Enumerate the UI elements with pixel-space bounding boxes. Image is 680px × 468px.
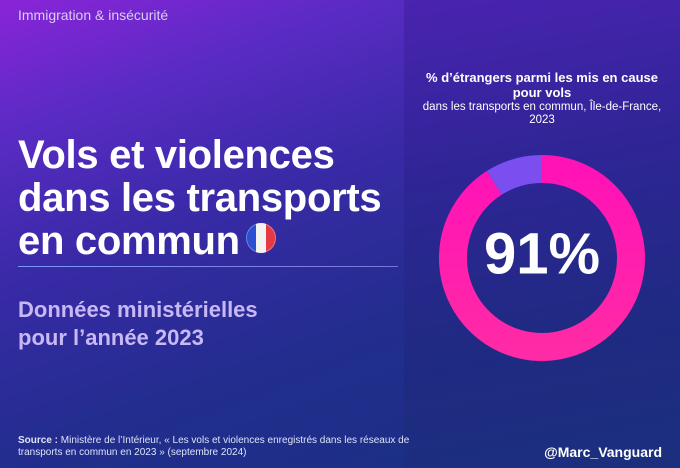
subtitle-line-2: pour l’année 2023 — [18, 325, 204, 350]
france-flag-icon — [245, 223, 276, 254]
subtitle-line-1: Données ministérielles — [18, 297, 258, 322]
subtitle: Données ministérielles pour l’année 2023 — [18, 296, 388, 352]
title-line-3: en commun — [18, 220, 398, 263]
chart-title: % d’étrangers parmi les mis en cause pou… — [426, 70, 658, 100]
title-line-2: dans les transports — [18, 176, 382, 220]
title-line-1: Vols et violences — [18, 133, 335, 177]
source-note: Source : Ministère de l’Intérieur, « Les… — [18, 435, 418, 459]
topic-label: Immigration & insécurité — [18, 7, 169, 23]
title-line-3-text: en commun — [18, 219, 240, 263]
source-text: Ministère de l’Intérieur, « Les vols et … — [18, 435, 410, 458]
source-label: Source : — [18, 435, 59, 446]
divider — [18, 266, 398, 267]
author-handle: @Marc_Vanguard — [544, 444, 662, 460]
donut-center-label: 91% — [484, 221, 600, 286]
donut-chart: 91% — [439, 155, 645, 361]
donut-slice-2 — [486, 155, 543, 195]
chart-subtitle: dans les transports en commun, Île-de-Fr… — [422, 101, 662, 126]
page-title: Vols et violences dans les transports en… — [18, 134, 398, 263]
left-panel — [0, 0, 404, 468]
donut-slice-1 — [439, 155, 645, 361]
